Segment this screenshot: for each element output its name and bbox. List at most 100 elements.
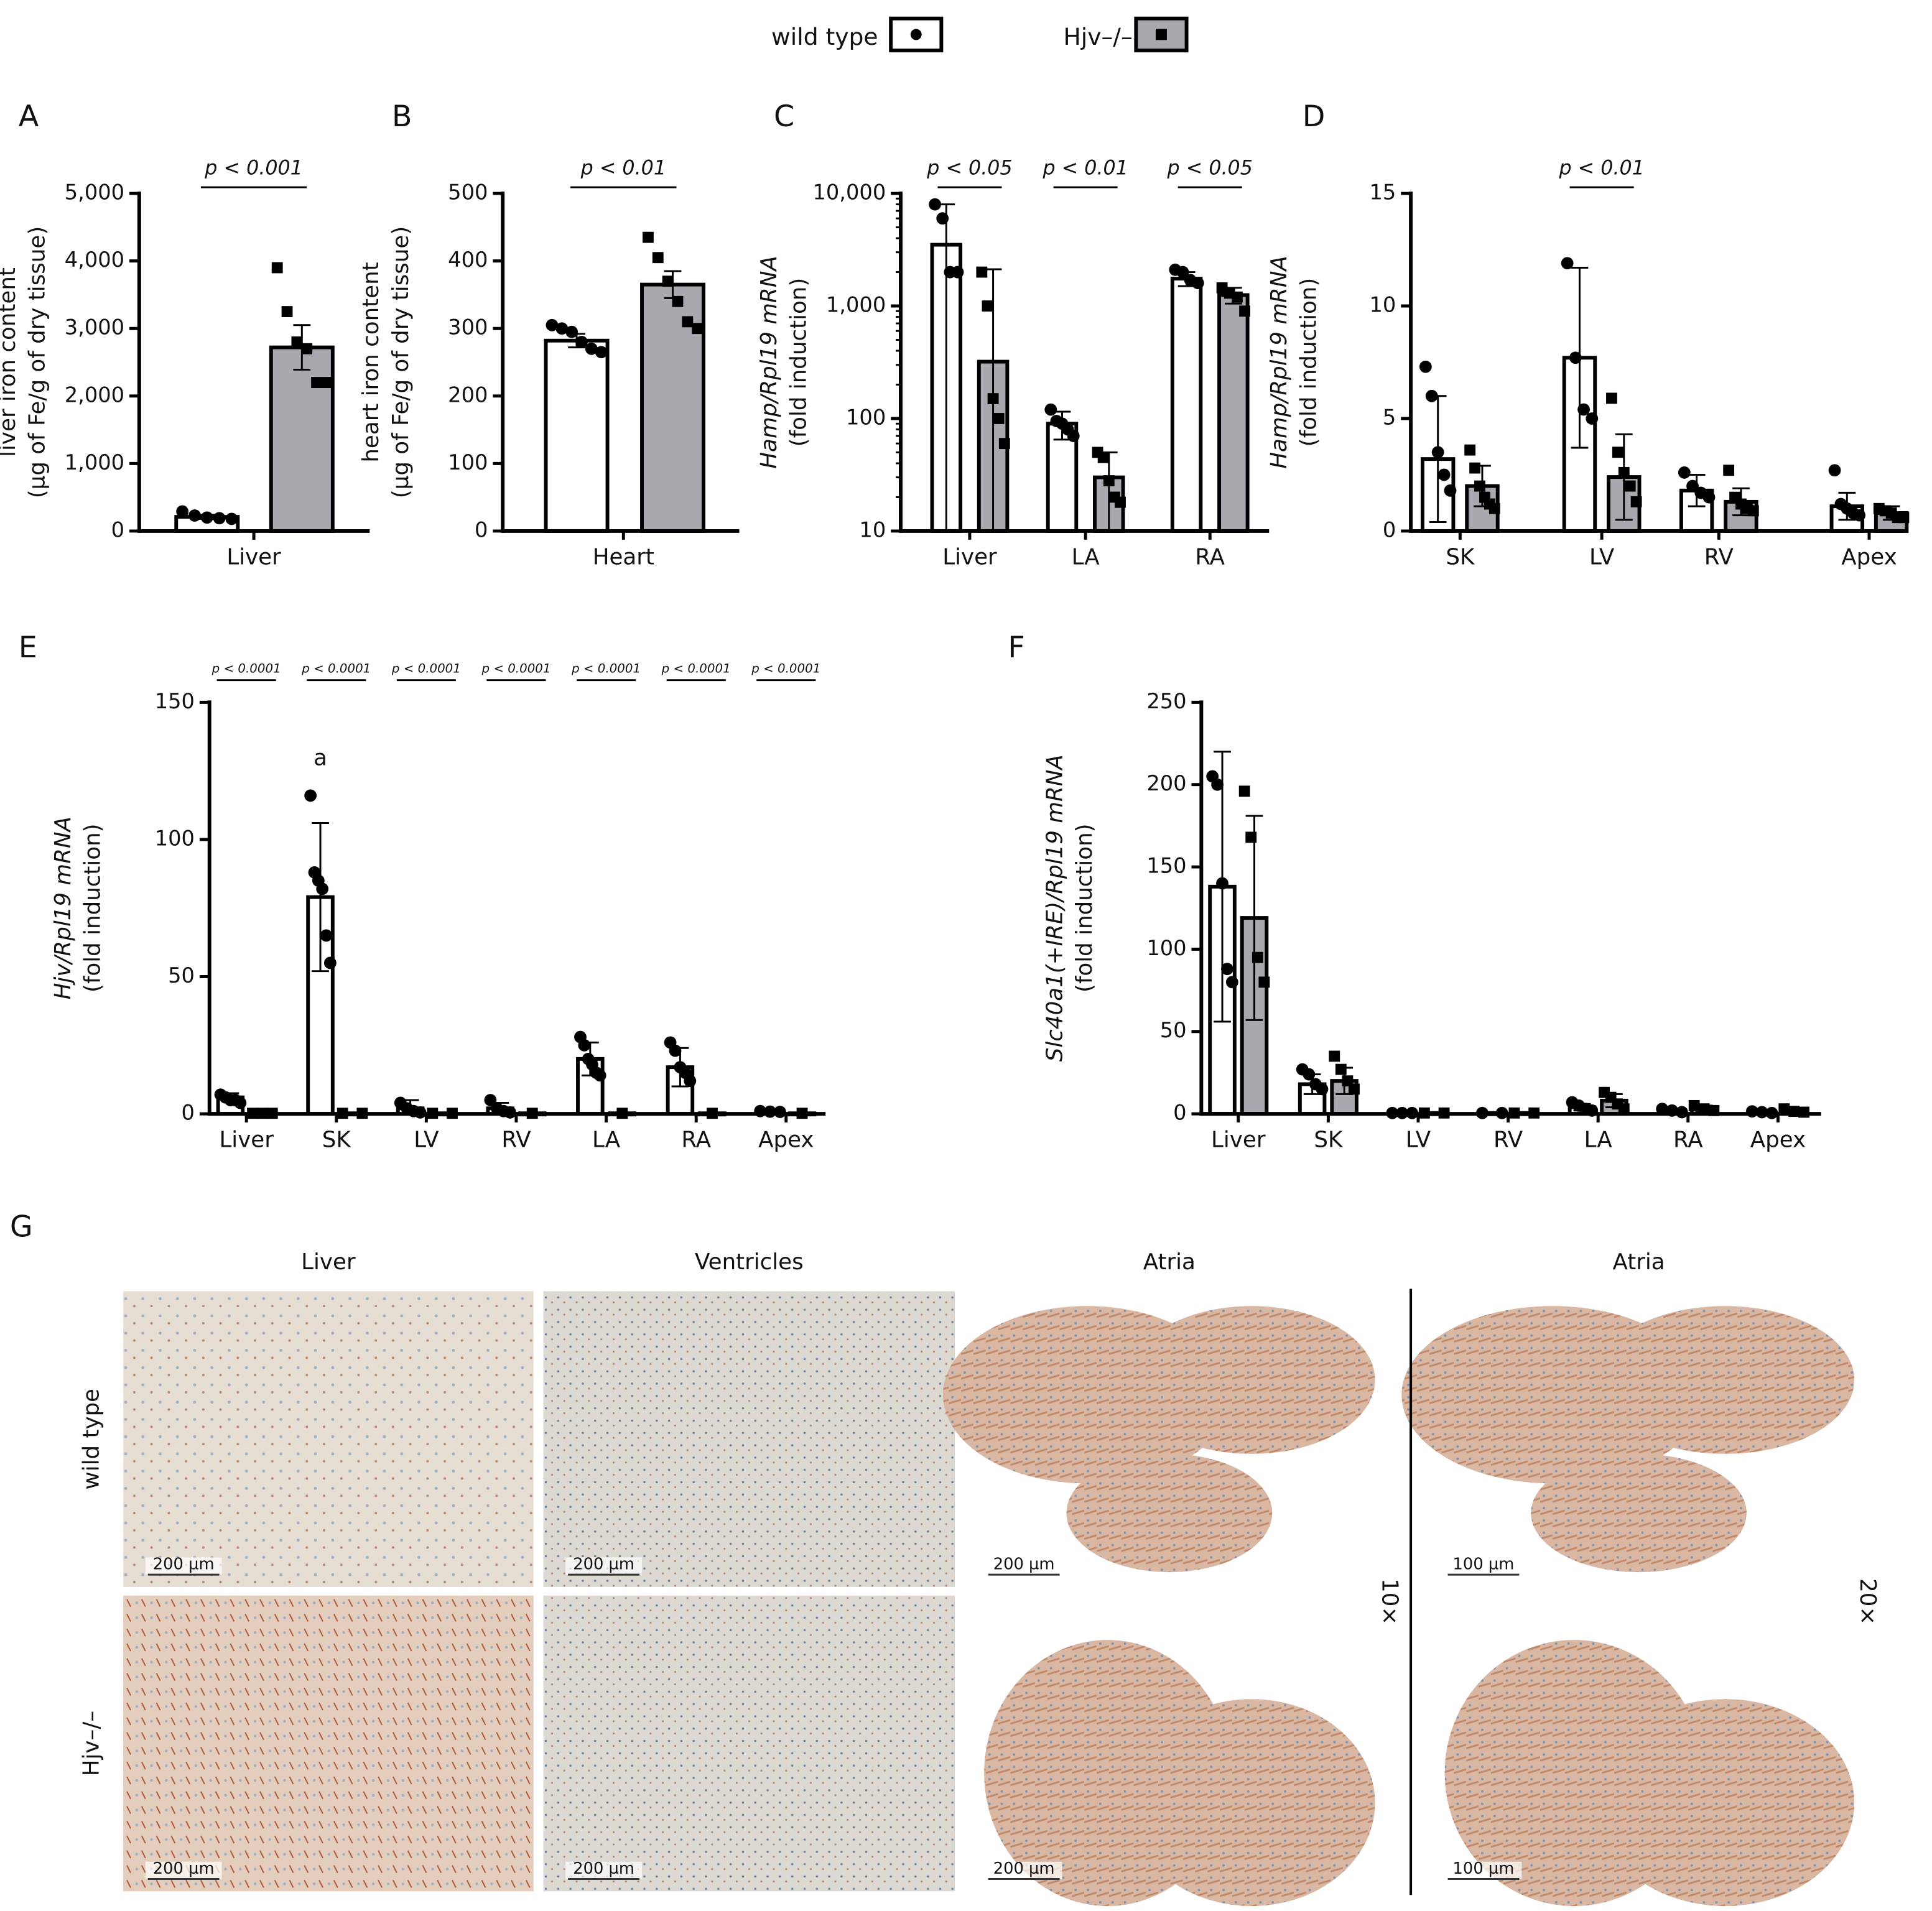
- data-point: [1103, 475, 1115, 486]
- y-tick-label: 100: [155, 826, 195, 850]
- data-point: [323, 956, 337, 969]
- data-point: [1067, 430, 1080, 442]
- column-header: Atria: [1143, 1249, 1196, 1275]
- micrograph: [123, 1595, 534, 1892]
- data-point: [234, 1096, 247, 1109]
- data-point: [1828, 464, 1841, 477]
- data-point: [1686, 479, 1699, 493]
- data-point: [1216, 877, 1228, 890]
- data-point: [1488, 502, 1500, 514]
- x-tick-label: LV: [1589, 545, 1615, 570]
- data-point: [188, 509, 201, 522]
- y-tick-label: 1,000: [826, 293, 886, 317]
- y-tick-label: 2,000: [65, 382, 124, 407]
- x-tick-label: Apex: [1841, 545, 1897, 570]
- bar: [544, 338, 610, 533]
- x-tick-label: RA: [1673, 1127, 1703, 1153]
- y-tick-label: 50: [1160, 1018, 1187, 1042]
- panel-letter: A: [19, 99, 39, 134]
- data-point: [936, 212, 949, 225]
- data-point: [585, 342, 598, 355]
- annotation: a: [313, 745, 327, 770]
- data-point: [1191, 277, 1204, 289]
- y-tick-label: 5: [1383, 405, 1396, 429]
- data-point: [982, 300, 993, 312]
- data-point: [225, 512, 238, 525]
- y-tick-label: 100: [448, 450, 488, 474]
- column-header: Atria: [1612, 1249, 1665, 1275]
- p-value: p < 0.0001: [211, 661, 281, 675]
- tissue: [1595, 1306, 1855, 1454]
- data-point: [993, 413, 1005, 424]
- y-axis-label: (fold induction): [786, 278, 812, 447]
- panel-letter: C: [774, 99, 794, 134]
- scale-bar-box: [1445, 1861, 1522, 1879]
- data-point: [1469, 462, 1481, 474]
- x-tick-label: RV: [1704, 545, 1734, 570]
- y-axis-label: (µg of Fe/g of dry tissue): [388, 226, 414, 499]
- y-axis-label: liver iron content: [0, 267, 21, 457]
- data-point: [976, 266, 988, 278]
- bar: [640, 282, 706, 533]
- error-bar: [1245, 815, 1263, 1021]
- data-point: [998, 438, 1010, 450]
- scale-bar-label: 100 µm: [1453, 1555, 1515, 1574]
- legend-swatch: [889, 16, 944, 53]
- x-tick-label: LA: [592, 1127, 621, 1153]
- y-tick-label: 0: [111, 517, 124, 542]
- data-point: [1329, 1050, 1340, 1062]
- data-point: [1221, 963, 1233, 976]
- data-point: [682, 316, 694, 328]
- y-tick-label: 100: [1146, 936, 1186, 960]
- data-point: [1723, 465, 1735, 476]
- x-tick-label: LV: [414, 1127, 439, 1153]
- column-header: Ventricles: [695, 1249, 804, 1275]
- data-point: [1239, 305, 1250, 317]
- data-point: [321, 377, 332, 388]
- data-point: [281, 306, 293, 317]
- x-tick-label: Heart: [593, 545, 654, 570]
- column-header: Liver: [301, 1249, 356, 1275]
- data-point: [1618, 466, 1630, 478]
- p-value: p < 0.0001: [391, 661, 461, 675]
- p-value: p < 0.0001: [301, 661, 371, 675]
- data-point: [1303, 1068, 1316, 1081]
- data-point: [987, 393, 999, 405]
- data-point: [595, 346, 608, 359]
- data-point: [1618, 1103, 1630, 1115]
- bar: [1217, 293, 1250, 533]
- data-point: [684, 1075, 697, 1088]
- y-tick-label: 150: [155, 689, 195, 713]
- scale-bar-label: 100 µm: [1453, 1859, 1515, 1878]
- y-tick-label: 400: [448, 248, 488, 272]
- p-value: p < 0.0001: [661, 661, 731, 675]
- y-tick-label: 4,000: [65, 248, 124, 272]
- x-tick-label: RA: [1195, 545, 1225, 570]
- scale-bar-box: [565, 1557, 643, 1575]
- y-axis-label: Hamp/Rpl19 mRNA: [1266, 256, 1292, 469]
- data-point: [291, 336, 303, 348]
- data-point: [951, 266, 964, 279]
- data-point: [1225, 976, 1238, 989]
- data-point: [484, 1094, 497, 1106]
- data-point: [311, 377, 322, 388]
- tissue: [1128, 1699, 1375, 1907]
- tissue: [1531, 1453, 1747, 1573]
- data-point: [1211, 778, 1224, 791]
- y-tick-label: 0: [1173, 1101, 1186, 1125]
- y-axis-label: (fold induction): [1296, 278, 1322, 447]
- y-tick-label: 250: [1146, 689, 1186, 713]
- data-point: [1425, 389, 1438, 402]
- p-value: p < 0.0001: [481, 661, 550, 675]
- bar: [269, 345, 335, 533]
- data-point: [320, 929, 333, 942]
- y-tick-label: 0: [475, 517, 488, 542]
- error-bar: [312, 821, 329, 973]
- data-point: [1688, 1099, 1700, 1111]
- y-tick-label: 100: [846, 405, 886, 429]
- x-tick-label: Liver: [942, 545, 997, 570]
- x-tick-label: SK: [1314, 1127, 1344, 1153]
- x-tick-label: LV: [1406, 1127, 1431, 1153]
- x-tick-label: LA: [1072, 545, 1100, 570]
- data-point: [1335, 1063, 1347, 1075]
